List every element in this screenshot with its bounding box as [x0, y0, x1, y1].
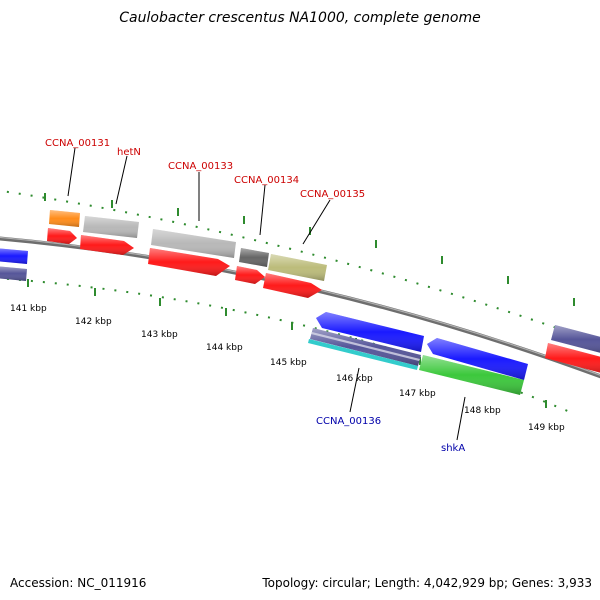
gene-feature[interactable]: [308, 339, 418, 370]
scale-label: 141 kbp: [10, 304, 47, 314]
scale-label: 142 kbp: [75, 317, 112, 327]
gene-label-ccna-00135[interactable]: CCNA_00135: [300, 189, 365, 200]
map-title: Caulobacter crescentus NA1000, complete …: [119, 10, 481, 26]
scale-track: [0, 277, 571, 413]
genome-backbone: [0, 236, 600, 379]
gene-label-shka[interactable]: shkA: [441, 443, 465, 454]
gene-label-ccna-00133[interactable]: CCNA_00133: [168, 161, 233, 172]
gene-label-ccna-00131[interactable]: CCNA_00131: [45, 138, 110, 149]
gene-label-hetn[interactable]: hetN: [117, 147, 141, 158]
scale-label: 147 kbp: [399, 389, 436, 399]
genome-summary-text: Topology: circular; Length: 4,042,929 bp…: [262, 576, 592, 590]
gene-labels-bottom: CCNA_00136 shkA: [316, 416, 465, 454]
scale-label: 143 kbp: [141, 330, 178, 340]
scale-label: 145 kbp: [270, 358, 307, 368]
gene-label-ccna-00136[interactable]: CCNA_00136: [316, 416, 381, 427]
scale-label: 144 kbp: [206, 343, 243, 353]
scale-label: 146 kbp: [336, 374, 373, 384]
scale-ticks: [27, 279, 547, 408]
scale-labels: 141 kbp 142 kbp 143 kbp 144 kbp 145 kbp …: [10, 304, 565, 433]
scale-label: 148 kbp: [464, 406, 501, 416]
gene-label-ccna-00134[interactable]: CCNA_00134: [234, 175, 299, 186]
outer-ticks: [44, 193, 575, 306]
label-leaders: [67, 147, 466, 441]
gene-track-forward: [0, 210, 600, 373]
gene-track-reverse: [308, 312, 528, 395]
gene-labels-top: CCNA_00131 hetN CCNA_00133 CCNA_00134 CC…: [45, 138, 365, 200]
scale-label: 149 kbp: [528, 423, 565, 433]
accession-text: Accession: NC_011916: [10, 576, 147, 590]
